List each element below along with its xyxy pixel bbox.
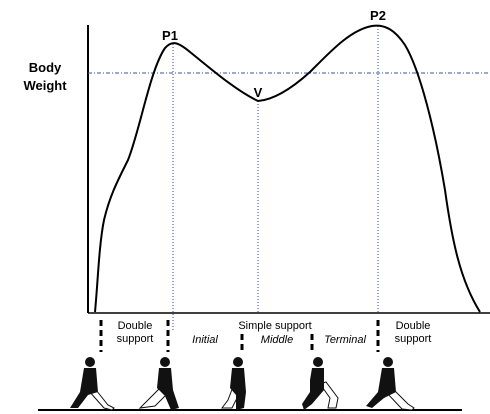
phase-label: Middle (261, 334, 293, 346)
phase-label: support (117, 333, 154, 345)
phase-label: Double (118, 320, 153, 332)
force-curve (95, 26, 480, 312)
point-label: P1 (162, 28, 178, 43)
axis-label: Weight (23, 78, 67, 93)
point-label: V (254, 85, 263, 100)
phase-label: Simple support (238, 320, 311, 332)
phase-label: Terminal (324, 334, 366, 346)
phase-label: support (395, 333, 432, 345)
point-label: P2 (370, 8, 386, 23)
axis-label: Body (29, 60, 62, 75)
walking-figures (38, 357, 462, 410)
phase-label: Initial (192, 334, 218, 346)
gait-diagram: Body Weight P1 V P2 Double support Simpl… (0, 0, 490, 414)
phase-label: Double (396, 320, 431, 332)
